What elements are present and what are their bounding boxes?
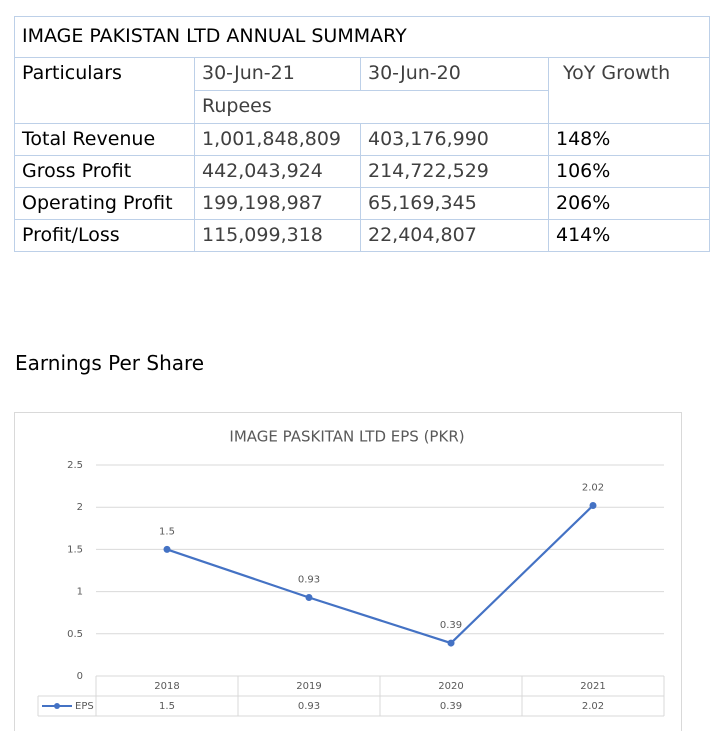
header-cell: YoY Growth	[547, 57, 711, 124]
point	[305, 594, 313, 602]
y-tick-label: 0.5	[67, 629, 83, 640]
header-cell: 30-Jun-21	[194, 57, 361, 91]
x-tick-label: 2018	[154, 681, 179, 692]
y-tick-label: 2	[77, 502, 83, 513]
data-label: 0.39	[440, 620, 462, 631]
table-row: Gross Profit 442,043,924 214,722,529 106%	[14, 155, 711, 188]
cell: 22,404,807	[360, 219, 549, 252]
y-tick-label: 0	[77, 671, 83, 682]
table-value: 2.02	[582, 701, 604, 712]
y-tick-label: 1	[77, 587, 83, 598]
summary-table: IMAGE PAKISTAN LTD ANNUAL SUMMARY Partic…	[13, 16, 711, 252]
unit-cell: Rupees	[194, 90, 549, 124]
row-label: Gross Profit	[14, 155, 195, 188]
row-label: Total Revenue	[14, 123, 195, 156]
point	[589, 502, 597, 510]
data-label: 1.5	[159, 526, 175, 537]
table-row: Total Revenue 1,001,848,809 403,176,990 148…	[14, 123, 711, 156]
x-tick-label: 2021	[580, 681, 605, 692]
cell: 414%	[547, 219, 711, 252]
legend-label: EPS	[75, 701, 94, 712]
point	[447, 639, 455, 647]
cell: 65,169,345	[360, 187, 549, 220]
chart-frame	[14, 412, 682, 731]
row-label: Operating Profit	[14, 187, 195, 220]
data-label: 2.02	[582, 483, 604, 494]
cell: 442,043,924	[194, 155, 361, 188]
table-row: Profit/Loss 115,099,318 22,404,807 414%	[14, 219, 711, 252]
row-label: Profit/Loss	[14, 219, 195, 252]
cell: 1,001,848,809	[194, 123, 361, 156]
cell: 115,099,318	[194, 219, 361, 252]
x-tick-label: 2019	[296, 681, 321, 692]
point	[163, 545, 171, 553]
cell: 148%	[547, 123, 711, 156]
chart-title: IMAGE PASKITAN LTD EPS (PKR)	[229, 428, 464, 446]
cell: 106%	[547, 155, 711, 188]
cell: 403,176,990	[360, 123, 549, 156]
legend-marker	[54, 703, 60, 709]
table-value: 1.5	[159, 701, 175, 712]
data-label: 0.93	[298, 575, 320, 586]
table-value: 0.39	[440, 701, 462, 712]
header-cell: 30-Jun-20	[360, 57, 549, 91]
header-cell: Particulars	[14, 57, 195, 124]
table-value: 0.93	[298, 701, 320, 712]
table-row: Operating Profit 199,198,987 65,169,345 206…	[14, 187, 711, 220]
series-line	[166, 504, 594, 645]
table-title: IMAGE PAKISTAN LTD ANNUAL SUMMARY	[13, 16, 711, 58]
cell: 214,722,529	[360, 155, 549, 188]
cell: 206%	[547, 187, 711, 220]
cell: 199,198,987	[194, 187, 361, 220]
y-tick-label: 1.5	[67, 544, 83, 555]
x-tick-label: 2020	[438, 681, 463, 692]
section-title: Earnings Per Share	[15, 351, 205, 375]
y-tick-label: 2.5	[67, 460, 83, 471]
